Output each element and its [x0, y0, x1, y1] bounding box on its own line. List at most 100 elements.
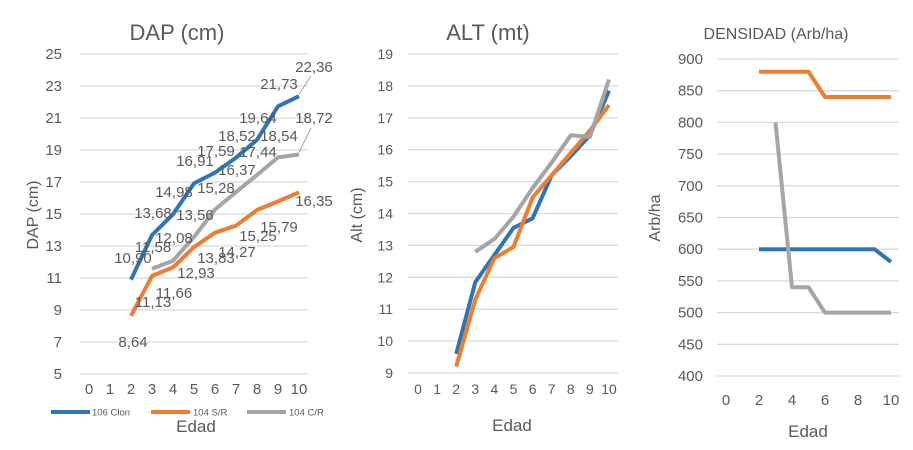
chart-title: ALT (mt)	[446, 20, 530, 45]
legend-label: 106 Clon	[92, 408, 130, 419]
data-label: 11,58	[135, 239, 171, 256]
x-tick-label: 4	[788, 392, 796, 409]
y-tick-label: 750	[678, 146, 703, 163]
chart-title: DAP (cm)	[130, 20, 225, 45]
leader-line	[298, 127, 312, 153]
x-tick-label: 9	[274, 381, 282, 398]
x-tick-label: 2	[127, 381, 135, 398]
data-label: 13,68	[134, 205, 172, 222]
x-tick-label: 1	[433, 381, 441, 397]
series-line-106-clon	[759, 247, 893, 264]
series-line-106-clon	[454, 89, 611, 355]
x-tick-label: 10	[883, 392, 900, 409]
series-line-106-clon	[129, 94, 300, 281]
data-label: 12,08	[155, 230, 193, 247]
data-label: 13,56	[176, 207, 214, 224]
y-tick-label: 900	[678, 51, 703, 68]
y-axis-label: Arb/ha	[647, 194, 664, 241]
y-tick-label: 25	[45, 46, 62, 63]
y-tick-label: 16	[377, 142, 393, 158]
x-tick-label: 5	[510, 381, 518, 397]
y-tick-label: 11	[46, 270, 62, 287]
series-line-104-c-r	[151, 152, 300, 271]
y-tick-label: 15	[45, 206, 62, 223]
data-label: 18,72	[295, 110, 333, 127]
data-label: 17,59	[197, 143, 235, 160]
y-tick-label: 13	[377, 237, 393, 253]
x-axis-label: Edad	[788, 422, 828, 441]
leader-line	[298, 75, 312, 95]
y-tick-label: 12	[377, 269, 393, 285]
data-label: 11,13	[135, 294, 171, 311]
series-line-104-s-r	[759, 69, 891, 99]
x-tick-label: 0	[722, 392, 730, 409]
y-tick-label: 550	[678, 273, 703, 290]
series-line-104-c-r	[474, 78, 611, 254]
x-tick-label: 4	[491, 381, 499, 397]
x-tick-label: 2	[452, 381, 460, 397]
y-tick-label: 400	[678, 368, 703, 385]
data-label: 15,25	[239, 228, 277, 245]
x-axis-label: Edad	[176, 417, 216, 436]
x-tick-label: 7	[548, 381, 556, 397]
data-label: 14,27	[218, 244, 256, 261]
data-label: 18,54	[260, 128, 298, 145]
y-tick-label: 15	[377, 174, 393, 190]
y-axis-label: DAP (cm)	[25, 180, 42, 249]
y-tick-label: 7	[54, 334, 62, 351]
y-tick-label: 19	[45, 142, 62, 159]
legend-label: 104 S/R	[193, 408, 227, 419]
y-tick-label: 13	[45, 238, 62, 255]
y-tick-label: 850	[678, 83, 703, 100]
x-tick-label: 5	[190, 381, 198, 398]
legend-label: 104 C/R	[289, 408, 324, 419]
data-label: 16,35	[295, 193, 333, 210]
y-tick-label: 17	[45, 174, 62, 191]
data-label: 17,44	[239, 144, 277, 161]
chart-title: DENSIDAD (Arb/ha)	[704, 26, 849, 43]
y-axis-label: Alt (cm)	[349, 187, 366, 242]
x-tick-label: 6	[529, 381, 537, 397]
data-label: 11,66	[156, 285, 192, 302]
x-tick-label: 0	[85, 381, 93, 398]
y-tick-label: 650	[678, 210, 703, 227]
x-tick-label: 8	[253, 381, 261, 398]
y-tick-label: 600	[678, 241, 703, 258]
y-tick-label: 5	[54, 366, 62, 383]
x-tick-label: 10	[291, 381, 308, 398]
x-tick-label: 3	[148, 381, 156, 398]
y-tick-label: 14	[377, 206, 393, 222]
x-tick-label: 6	[821, 392, 829, 409]
x-tick-label: 9	[586, 381, 594, 397]
data-label: 15,79	[260, 219, 298, 236]
data-label: 12,93	[177, 265, 215, 282]
y-tick-label: 800	[678, 114, 703, 131]
data-label: 15,28	[197, 180, 235, 197]
x-tick-label: 0	[414, 381, 422, 397]
data-label: 16,91	[176, 153, 214, 170]
series-line-104-c-r	[773, 122, 891, 315]
data-label: 22,36	[295, 59, 333, 76]
y-tick-label: 9	[54, 302, 62, 319]
data-label: 21,73	[260, 76, 298, 93]
x-tick-label: 8	[567, 381, 575, 397]
y-tick-label: 19	[377, 46, 393, 62]
x-tick-label: 3	[471, 381, 479, 397]
x-tick-label: 6	[211, 381, 219, 398]
series-line-104-s-r	[129, 190, 300, 317]
data-label: 14,98	[155, 184, 193, 201]
x-tick-label: 8	[854, 392, 862, 409]
x-tick-label: 1	[106, 381, 114, 398]
y-tick-label: 21	[45, 110, 62, 127]
x-tick-label: 4	[169, 381, 177, 398]
y-tick-label: 11	[378, 301, 393, 317]
data-label: 19,64	[239, 110, 277, 127]
data-label: 13,83	[197, 250, 235, 267]
x-tick-label: 10	[601, 381, 617, 397]
y-tick-label: 500	[678, 305, 703, 322]
x-axis-label: Edad	[492, 416, 532, 435]
y-tick-label: 18	[377, 78, 393, 94]
series-line-104-s-r	[454, 103, 611, 368]
y-tick-label: 9	[385, 365, 393, 381]
